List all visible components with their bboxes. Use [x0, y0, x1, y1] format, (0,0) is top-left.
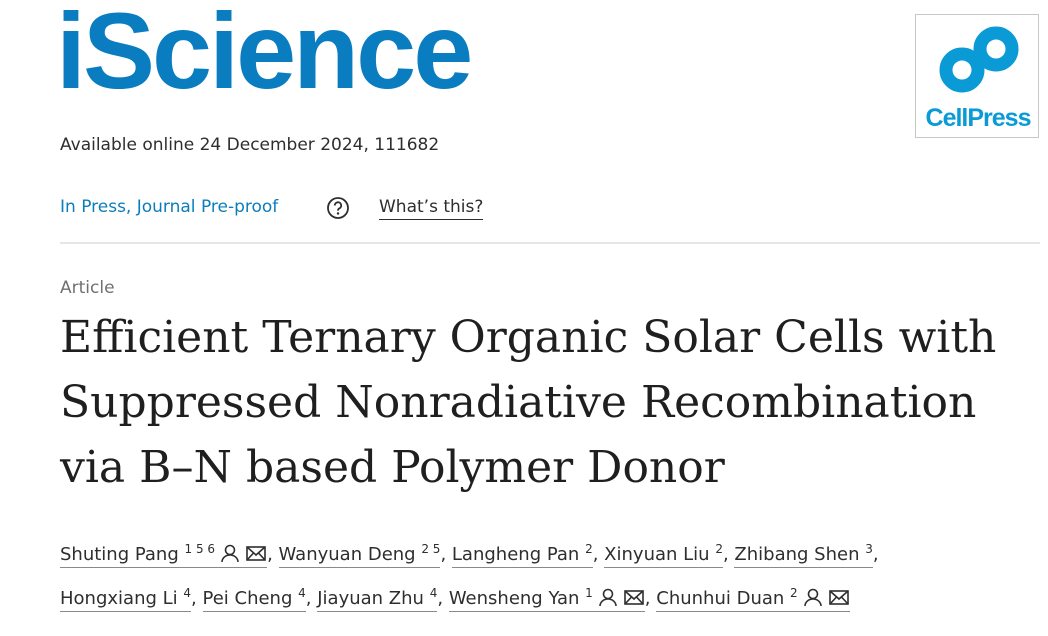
affiliation: 2 — [790, 586, 798, 600]
affiliation: 4 — [429, 586, 438, 600]
affiliation: 2 — [585, 542, 593, 556]
author[interactable]: Jiayuan Zhu 4 — [317, 586, 438, 612]
article-type: Article — [60, 278, 115, 298]
author[interactable]: Hongxiang Li 4 — [60, 586, 192, 612]
separator: , — [722, 544, 729, 565]
separator: , — [267, 544, 273, 565]
author[interactable]: Zhibang Shen 3 — [734, 542, 873, 568]
author[interactable]: Langheng Pan 2 — [451, 542, 593, 568]
author-name[interactable]: Langheng Pan — [451, 544, 580, 565]
article-title: Efficient Ternary Organic Solar Cells wi… — [60, 305, 996, 500]
separator: , — [872, 544, 879, 565]
author[interactable]: Pei Cheng 4 — [202, 586, 306, 612]
separator: , — [592, 544, 599, 565]
affiliation: 1 5 6 — [184, 542, 216, 556]
author[interactable]: Xinyuan Liu 2 — [604, 542, 723, 568]
author-name[interactable]: Hongxiang Li — [60, 588, 178, 609]
author-name[interactable]: Pei Cheng — [202, 588, 293, 609]
mail-icon[interactable] — [828, 587, 850, 607]
author[interactable]: Wensheng Yan 1 — [448, 586, 645, 612]
help-link[interactable]: What’s this? — [379, 197, 484, 220]
journal-logo[interactable]: iScience — [56, 0, 473, 111]
author[interactable]: Chunhui Duan 2 — [656, 586, 850, 612]
availability: Available online 24 December 2024, 11168… — [60, 135, 440, 155]
author-name[interactable]: Wensheng Yan — [448, 588, 580, 609]
author-name[interactable]: Jiayuan Zhu — [317, 588, 424, 609]
separator: , — [305, 588, 312, 609]
help-icon[interactable] — [326, 196, 350, 220]
affiliation: 2 — [715, 542, 723, 556]
author-line: Shuting Pang 1 5 6, Wanyuan Deng 2 5, La… — [60, 530, 879, 574]
publisher-logo[interactable]: CellPress — [915, 14, 1039, 138]
author[interactable]: Shuting Pang 1 5 6 — [60, 542, 268, 568]
divider — [60, 242, 1040, 244]
person-icon[interactable] — [802, 587, 824, 607]
author-list: Shuting Pang 1 5 6, Wanyuan Deng 2 5, La… — [60, 530, 879, 618]
affiliation: 3 — [865, 542, 873, 556]
title-line: Suppressed Nonradiative Recombination — [60, 377, 977, 428]
affiliation: 1 — [585, 586, 593, 600]
logo-graphic — [939, 26, 1019, 93]
separator: , — [437, 588, 444, 609]
separator: , — [191, 588, 197, 609]
separator: , — [440, 544, 447, 565]
author-name[interactable]: Wanyuan Deng — [278, 544, 416, 565]
title-line: Efficient Ternary Organic Solar Cells wi… — [60, 312, 997, 363]
title-line: via B–N based Polymer Donor — [60, 442, 725, 493]
author-name[interactable]: Shuting Pang — [60, 544, 179, 565]
author[interactable]: Wanyuan Deng 2 5 — [278, 542, 441, 568]
affiliation: 2 5 — [421, 542, 441, 556]
person-icon[interactable] — [597, 587, 619, 607]
author-name[interactable]: Chunhui Duan — [656, 588, 785, 609]
author-name[interactable]: Zhibang Shen — [734, 544, 860, 565]
affiliation: 4 — [298, 586, 306, 600]
affiliation: 4 — [183, 586, 192, 600]
status-link[interactable]: In Press, Journal Pre-proof — [60, 197, 279, 217]
person-icon[interactable] — [219, 543, 241, 563]
mail-icon[interactable] — [623, 587, 645, 607]
mail-icon[interactable] — [245, 543, 267, 563]
author-line: Hongxiang Li 4, Pei Cheng 4, Jiayuan Zhu… — [60, 574, 879, 618]
separator: , — [644, 588, 651, 609]
logo-text: CellPress — [925, 104, 1032, 132]
author-name[interactable]: Xinyuan Liu — [604, 544, 710, 565]
